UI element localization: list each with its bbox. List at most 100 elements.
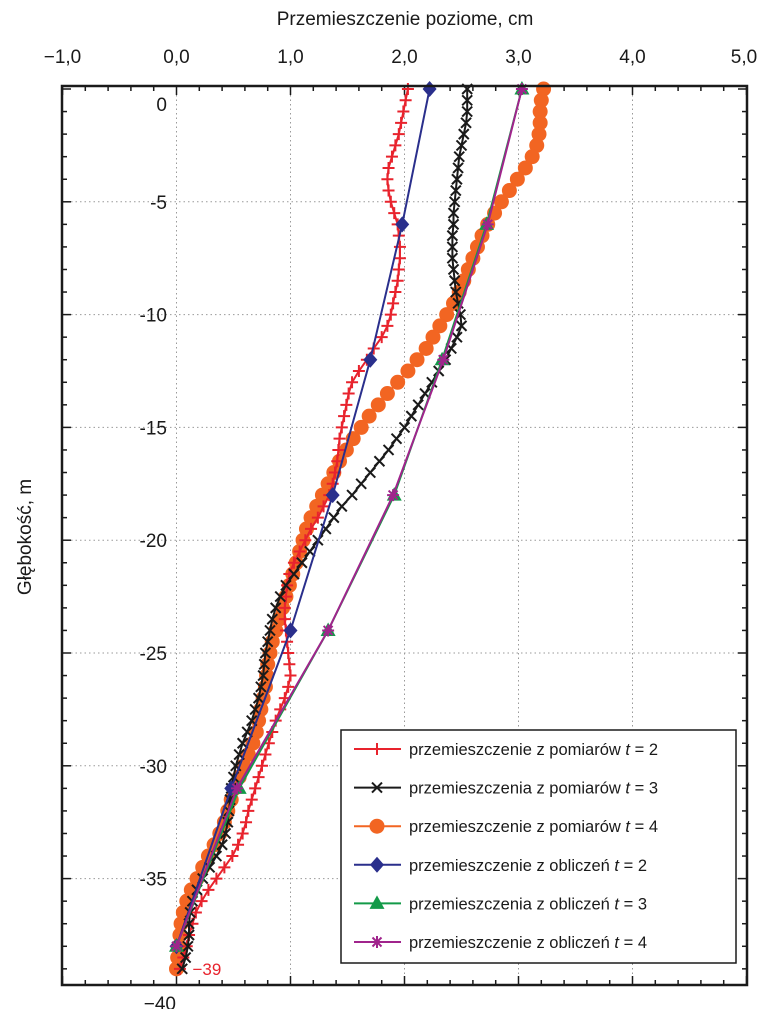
data-point — [340, 398, 353, 411]
y-axis-title: Głębokość, m — [15, 479, 36, 595]
data-point — [299, 534, 312, 547]
data-point — [182, 940, 194, 952]
legend-marker — [369, 895, 385, 909]
x-tick-label: 1,0 — [277, 47, 303, 68]
data-point — [493, 194, 509, 210]
data-point — [388, 207, 401, 220]
y-tick-label: -25 — [140, 644, 167, 665]
legend-entry: przemieszczenia z pomiarów t = 3 — [354, 780, 658, 798]
data-point — [259, 748, 272, 761]
x-tick-label: −1,0 — [44, 47, 82, 68]
data-point — [529, 137, 545, 153]
data-point — [218, 861, 231, 874]
data-point — [210, 872, 223, 885]
legend-label: przemieszczenia z pomiarów t = 3 — [409, 780, 658, 798]
x-axis-title: Przemieszczenie poziome, cm — [277, 9, 534, 30]
data-point — [412, 399, 424, 411]
data-point — [418, 340, 434, 356]
data-point — [384, 308, 397, 321]
data-point — [392, 263, 405, 276]
data-point — [452, 162, 464, 174]
series-2 — [176, 83, 473, 975]
y-tick-label: 0 — [156, 95, 167, 116]
data-point — [509, 171, 525, 187]
data-point — [264, 624, 276, 637]
x-tick-label: 5,0 — [731, 47, 757, 68]
data-point — [524, 149, 540, 165]
data-point — [446, 229, 459, 242]
data-point — [338, 442, 354, 458]
data-point — [451, 331, 463, 343]
data-point — [226, 850, 239, 863]
x-tick-label: 2,0 — [391, 47, 417, 68]
data-point — [266, 613, 278, 625]
data-point — [532, 115, 548, 131]
data-point — [170, 940, 183, 953]
data-point — [395, 216, 410, 233]
data-point — [314, 487, 330, 503]
data-point — [384, 195, 397, 208]
data-point — [391, 274, 404, 287]
data-point — [447, 218, 460, 231]
data-point — [335, 421, 348, 434]
data-point — [501, 183, 517, 199]
data-point — [373, 455, 386, 467]
data-point — [202, 883, 215, 896]
x-tick-label: 0,0 — [163, 47, 189, 68]
data-point — [517, 160, 533, 176]
data-point — [405, 410, 418, 422]
data-point — [461, 105, 473, 118]
data-point — [397, 105, 410, 118]
x-tick-labels: −1,0 0,0 1,0 2,0 3,0 4,0 5,0 — [44, 47, 757, 68]
data-point — [390, 374, 406, 390]
data-point — [447, 263, 460, 276]
data-point — [249, 703, 261, 716]
data-point — [232, 838, 245, 851]
series-group — [169, 81, 552, 977]
data-point — [283, 658, 296, 671]
y-tick-label: -20 — [140, 531, 167, 552]
data-point — [531, 126, 547, 142]
x-tick-label: 4,0 — [619, 47, 645, 68]
data-point — [255, 681, 267, 693]
data-point — [515, 83, 528, 95]
data-point — [278, 601, 291, 614]
y-tick-label: -10 — [140, 306, 167, 327]
data-point — [282, 680, 295, 693]
data-point — [379, 386, 395, 402]
data-point — [256, 759, 268, 772]
data-point — [183, 929, 195, 941]
data-point — [453, 150, 465, 163]
data-point — [425, 329, 441, 345]
data-point — [342, 387, 355, 400]
data-point — [283, 622, 298, 639]
data-point — [364, 466, 377, 479]
data-point — [195, 895, 208, 908]
data-point — [400, 363, 416, 379]
legend-entry: przemieszczenie z obliczeń t = 4 — [354, 934, 647, 952]
data-point — [447, 207, 460, 219]
y-tick-label: -5 — [150, 193, 167, 214]
data-point — [261, 636, 274, 648]
x-tick-label: 3,0 — [505, 47, 531, 68]
data-point — [278, 613, 291, 626]
data-point — [332, 443, 345, 456]
data-point — [179, 951, 192, 964]
data-point — [287, 556, 300, 569]
data-point — [346, 489, 358, 501]
data-point — [293, 545, 306, 558]
y-tick-label: −40 — [144, 994, 176, 1009]
data-point — [381, 319, 394, 332]
data-point — [409, 352, 425, 368]
data-point — [279, 590, 292, 603]
data-point — [288, 568, 300, 580]
data-point — [375, 331, 388, 344]
legend: przemieszczenie z pomiarów t = 2 przemies… — [340, 729, 737, 964]
legend-entry: przemieszczenie z pomiarów t = 4 — [354, 818, 658, 836]
data-point — [399, 94, 412, 107]
legend-marker — [369, 818, 385, 834]
data-point — [448, 196, 461, 208]
data-point — [242, 804, 255, 817]
plot-frame — [60, 84, 749, 987]
